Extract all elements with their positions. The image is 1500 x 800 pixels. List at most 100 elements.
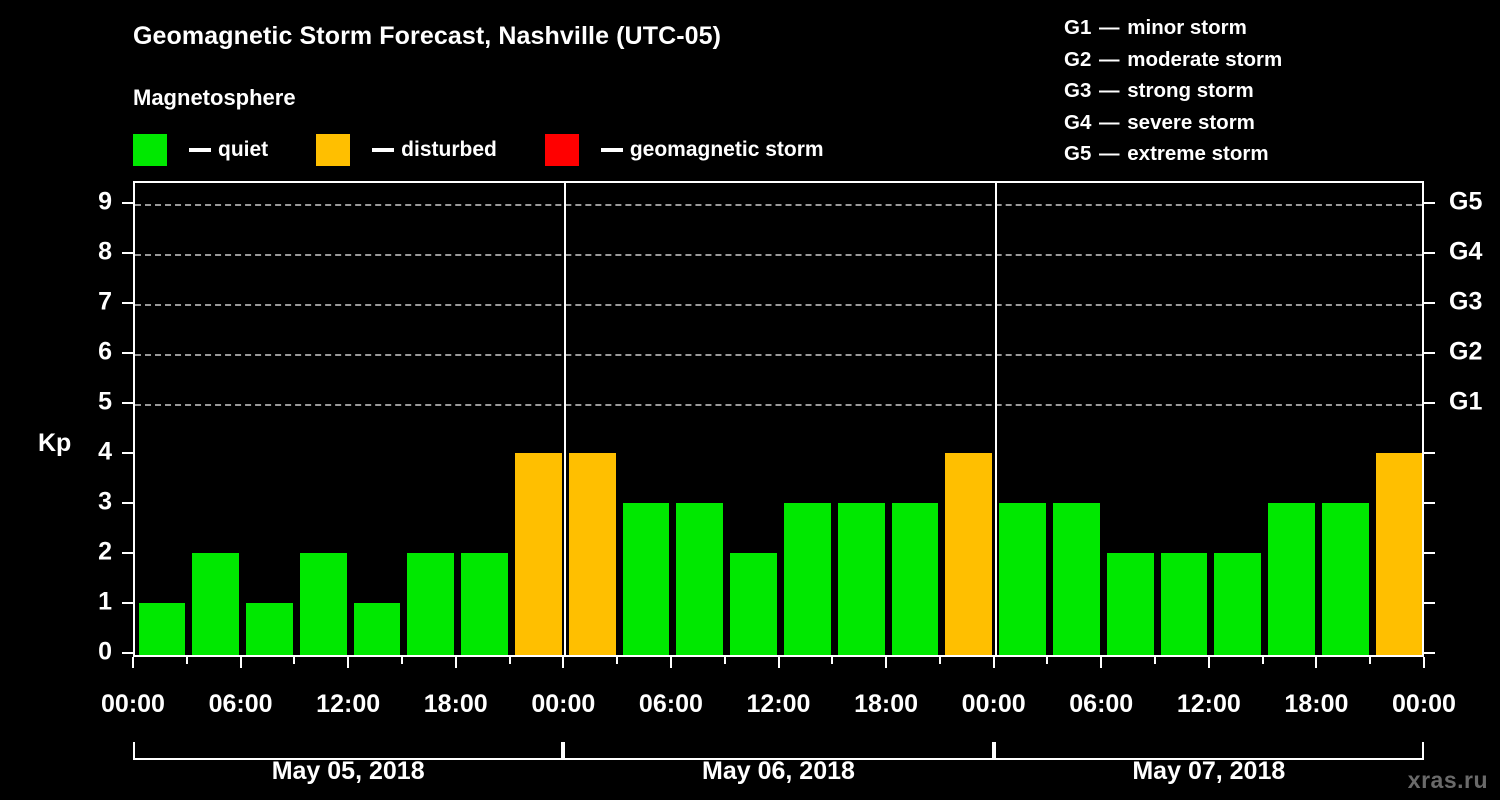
right-tick-mark-8 bbox=[1424, 252, 1435, 254]
y-tick-label-5: 5 bbox=[98, 387, 112, 416]
bar[interactable] bbox=[1268, 503, 1315, 655]
bar[interactable] bbox=[784, 503, 831, 655]
x-tick-mark-7 bbox=[885, 657, 888, 668]
g-legend-code: G4 bbox=[1064, 110, 1092, 134]
x-tick-minor-17 bbox=[1046, 657, 1049, 664]
g-axis-label-g2: G2 bbox=[1449, 337, 1483, 366]
bar[interactable] bbox=[1106, 553, 1154, 655]
x-tick-minor-3 bbox=[293, 657, 296, 664]
y-tick-mark-4 bbox=[122, 452, 133, 454]
y-tick-mark-1 bbox=[122, 602, 133, 604]
disturbed-swatch bbox=[316, 134, 351, 166]
g-legend-description: strong storm bbox=[1127, 79, 1254, 102]
g-scale-legend: G1 — minor storm G2 — moderate storm G3 — … bbox=[1064, 12, 1484, 170]
x-tick-mark-11 bbox=[1315, 657, 1318, 668]
x-tick-mark-1 bbox=[239, 657, 242, 668]
x-tick-minor-1 bbox=[185, 657, 188, 664]
bar[interactable] bbox=[1375, 453, 1423, 655]
bar[interactable] bbox=[1214, 553, 1262, 655]
right-tick-mark-4 bbox=[1424, 452, 1435, 454]
legend-entry-disturbed: disturbed bbox=[316, 134, 497, 166]
day-bracket-2 bbox=[563, 742, 994, 760]
legend-label: disturbed bbox=[401, 138, 497, 161]
x-tick-label-2: 12:00 bbox=[316, 690, 381, 718]
bar[interactable] bbox=[1160, 553, 1208, 655]
bar[interactable] bbox=[138, 603, 186, 655]
bar[interactable] bbox=[515, 453, 562, 655]
x-tick-label-9: 06:00 bbox=[1069, 690, 1134, 718]
g-legend-description: extreme storm bbox=[1127, 142, 1269, 165]
day-bracket-1 bbox=[133, 742, 564, 760]
day-label-2: May 06, 2018 bbox=[702, 757, 855, 785]
bar[interactable] bbox=[461, 553, 509, 655]
bar[interactable] bbox=[891, 503, 939, 655]
y-tick-mark-6 bbox=[122, 352, 133, 354]
g-legend-row-g1: G1 — minor storm bbox=[1064, 12, 1484, 44]
legend-dash-icon bbox=[189, 148, 211, 152]
bar[interactable] bbox=[730, 553, 777, 655]
y-tick-label-4: 4 bbox=[98, 437, 112, 466]
bar[interactable] bbox=[192, 553, 240, 655]
bar[interactable] bbox=[622, 503, 670, 655]
gridline-kp-8 bbox=[135, 254, 1422, 256]
y-tick-label-7: 7 bbox=[98, 287, 112, 316]
bar[interactable] bbox=[407, 553, 455, 655]
bar[interactable] bbox=[353, 603, 401, 655]
x-tick-label-8: 00:00 bbox=[961, 690, 1026, 718]
right-tick-mark-6 bbox=[1424, 352, 1435, 354]
x-tick-label-3: 18:00 bbox=[423, 690, 488, 718]
bar[interactable] bbox=[999, 503, 1046, 655]
x-tick-label-11: 18:00 bbox=[1284, 690, 1349, 718]
x-tick-label-4: 00:00 bbox=[531, 690, 596, 718]
x-tick-minor-5 bbox=[400, 657, 403, 664]
x-tick-mark-2 bbox=[347, 657, 350, 668]
day-label-1: May 05, 2018 bbox=[271, 757, 425, 785]
legend-dash-icon bbox=[372, 148, 395, 152]
x-tick-label-7: 18:00 bbox=[854, 690, 919, 718]
y-tick-mark-3 bbox=[122, 502, 133, 504]
y-tick-mark-8 bbox=[122, 252, 133, 254]
x-tick-mark-5 bbox=[669, 657, 672, 668]
gridline-kp-5 bbox=[135, 404, 1422, 406]
g-legend-separator: — bbox=[1093, 79, 1126, 102]
right-tick-mark-0 bbox=[1424, 652, 1435, 654]
g-axis-label-g3: G3 bbox=[1449, 287, 1483, 316]
page-title: Geomagnetic Storm Forecast, Nashville (U… bbox=[133, 22, 722, 50]
color-legend: quiet disturbed geomagnetic storm bbox=[133, 133, 824, 167]
x-tick-mark-10 bbox=[1207, 657, 1210, 668]
bar[interactable] bbox=[299, 553, 347, 655]
x-tick-label-6: 12:00 bbox=[746, 690, 811, 718]
g-legend-row-g4: G4 — severe storm bbox=[1064, 107, 1484, 139]
bar[interactable] bbox=[945, 453, 993, 655]
x-tick-minor-19 bbox=[1154, 657, 1157, 664]
g-legend-code: G5 bbox=[1064, 142, 1092, 165]
legend-label: quiet bbox=[218, 138, 269, 161]
gridline-kp-6 bbox=[135, 354, 1422, 356]
g-legend-separator: — bbox=[1093, 16, 1126, 39]
bar[interactable] bbox=[1321, 503, 1369, 655]
bar[interactable] bbox=[837, 503, 885, 655]
x-tick-minor-15 bbox=[938, 657, 941, 664]
y-tick-label-1: 1 bbox=[98, 587, 112, 616]
y-tick-label-8: 8 bbox=[98, 237, 112, 266]
y-tick-mark-2 bbox=[122, 552, 133, 554]
x-tick-mark-0 bbox=[132, 657, 134, 668]
g-legend-row-g3: G3 — strong storm bbox=[1064, 75, 1484, 107]
x-tick-mark-6 bbox=[777, 657, 780, 668]
bar[interactable] bbox=[568, 453, 616, 655]
x-tick-label-12: 00:00 bbox=[1392, 690, 1456, 718]
bar[interactable] bbox=[1052, 503, 1100, 655]
bar[interactable] bbox=[676, 503, 724, 655]
bar[interactable] bbox=[246, 603, 293, 655]
x-tick-label-0: 00:00 bbox=[101, 690, 165, 718]
day-divider-1 bbox=[564, 183, 567, 655]
y-tick-label-9: 9 bbox=[98, 187, 112, 216]
g-legend-row-g2: G2 — moderate storm bbox=[1064, 44, 1484, 76]
storm-swatch bbox=[544, 134, 579, 166]
legend-dash-icon bbox=[600, 148, 623, 152]
g-legend-code: G3 bbox=[1064, 79, 1092, 102]
g-legend-code: G2 bbox=[1064, 47, 1092, 71]
y-tick-label-0: 0 bbox=[98, 637, 112, 666]
right-tick-mark-3 bbox=[1424, 502, 1435, 504]
g-legend-separator: — bbox=[1093, 110, 1126, 134]
